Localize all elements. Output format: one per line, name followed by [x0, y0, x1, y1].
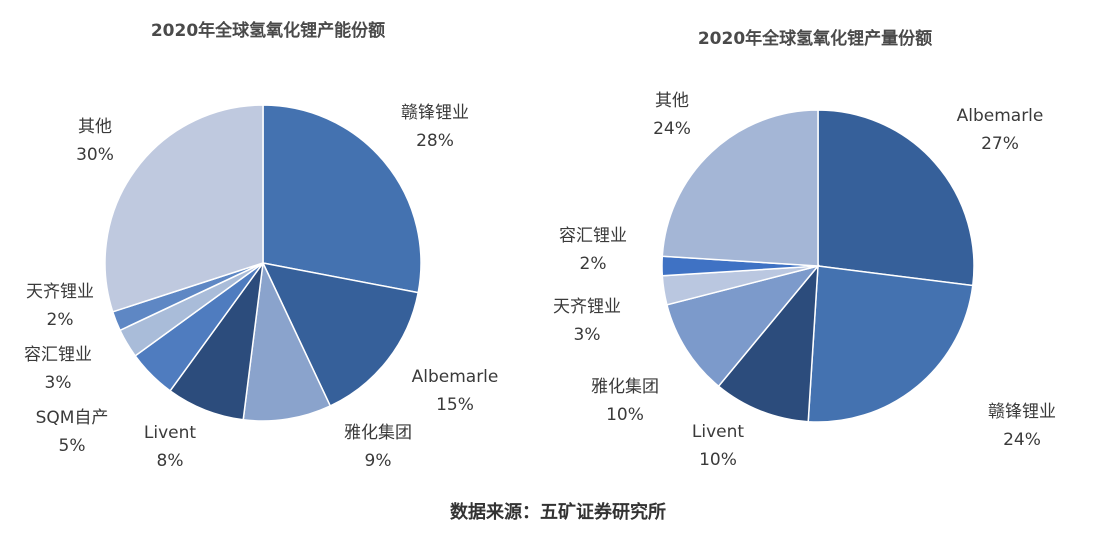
- slice-value-label: 8%: [157, 451, 184, 471]
- slice-label: Livent: [144, 423, 196, 443]
- slice-label: 容汇锂业: [559, 226, 627, 246]
- source-note: 数据来源：五矿证券研究所: [450, 501, 666, 523]
- slice-label: 其他: [655, 91, 689, 111]
- pie-slice-albemarle: [261, 261, 420, 407]
- slice-value-label: 3%: [45, 373, 72, 393]
- slice-value-label: 2%: [47, 310, 74, 330]
- pie-slice-livent: [717, 263, 819, 423]
- slice-label: Livent: [692, 422, 744, 442]
- slice-value-label: 3%: [574, 325, 601, 345]
- slice-label: Albemarle: [412, 367, 499, 387]
- slice-label: 雅化集团: [344, 423, 412, 443]
- slice-label: 赣锋锂业: [988, 402, 1056, 422]
- slice-value-label: 27%: [981, 134, 1019, 154]
- slice-value-label: 10%: [699, 450, 737, 470]
- pie-slice-slice-3: [665, 264, 821, 388]
- pie-slice-slice-7: [104, 104, 264, 313]
- chart-title: 2020年全球氢氧化锂产量份额: [698, 28, 932, 49]
- slice-value-label: 10%: [606, 405, 644, 425]
- pie-slice-slice-6: [661, 109, 819, 267]
- slice-value-label: 15%: [436, 395, 474, 415]
- slice-value-label: 9%: [365, 451, 392, 471]
- slice-value-label: 5%: [59, 436, 86, 456]
- pie-chart-output-share: 2020年全球氢氧化锂产量份额 Albemarle 27% 赣锋锂业 24% Livent…: [553, 28, 1056, 470]
- slice-value-label: 24%: [1003, 430, 1041, 450]
- slice-label: 赣锋锂业: [401, 103, 469, 123]
- slice-label: 天齐锂业: [26, 282, 94, 302]
- pie-slice-slice-1: [807, 265, 974, 423]
- pie-slice-slice-0: [262, 104, 422, 294]
- pie-slice-slice-2: [242, 260, 332, 422]
- slice-value-label: 2%: [580, 254, 607, 274]
- chart-title: 2020年全球氢氧化锂产能份额: [151, 20, 385, 41]
- slice-label: 天齐锂业: [553, 297, 621, 317]
- slice-label: 容汇锂业: [24, 345, 92, 365]
- slice-label: Albemarle: [957, 106, 1044, 126]
- slice-label: 雅化集团: [591, 377, 659, 397]
- slice-value-label: 30%: [76, 145, 114, 165]
- slice-label: SQM自产: [36, 408, 109, 428]
- slice-value-label: 24%: [653, 119, 691, 139]
- slice-label: 其他: [78, 117, 112, 137]
- slice-value-label: 28%: [416, 131, 454, 151]
- pie-slice-albemarle: [817, 109, 975, 287]
